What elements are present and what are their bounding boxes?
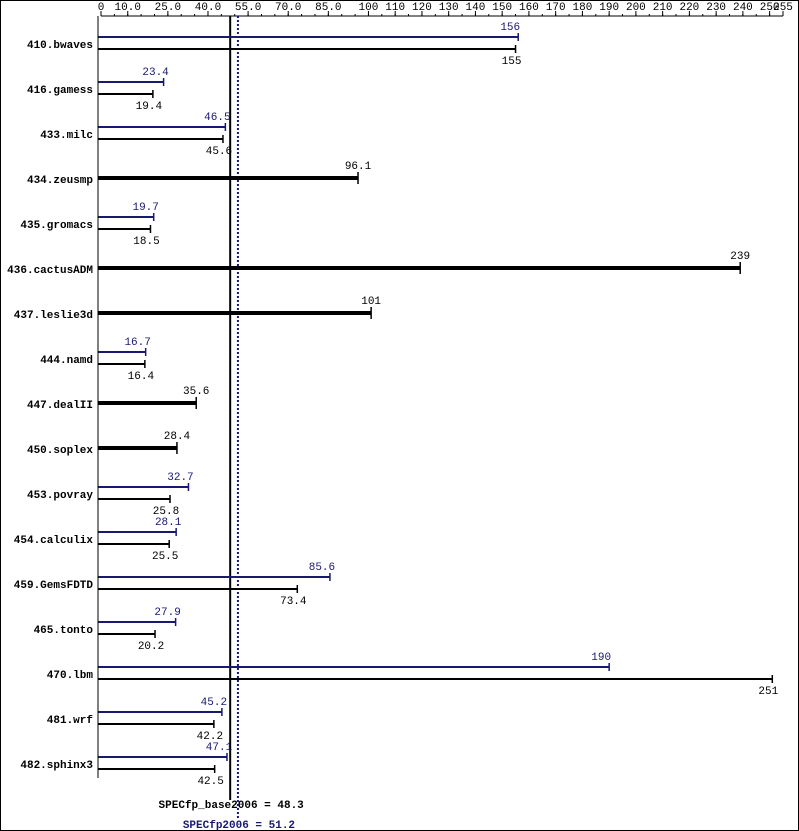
- category-label: 459.GemsFDTD: [14, 580, 94, 592]
- reference-label: SPECfp2006 = 51.2: [183, 820, 295, 831]
- value-label: 16.7: [124, 337, 150, 349]
- value-label: 46.5: [204, 112, 230, 124]
- value-label: 27.9: [154, 607, 180, 619]
- value-label: 16.4: [128, 371, 155, 383]
- category-label: 450.soplex: [27, 445, 93, 457]
- value-label: 28.4: [164, 431, 191, 443]
- value-label: 45.2: [201, 697, 227, 709]
- x-tick-label: 55.0: [235, 2, 261, 14]
- value-label: 42.2: [197, 731, 223, 743]
- x-tick-label: 255: [773, 2, 793, 14]
- category-label: 434.zeusmp: [27, 175, 93, 187]
- value-label: 18.5: [133, 236, 159, 248]
- x-tick-label: 200: [626, 2, 646, 14]
- value-label: 155: [502, 56, 522, 68]
- value-label: 25.8: [153, 506, 179, 518]
- x-tick-label: 85.0: [315, 2, 341, 14]
- category-label: 444.namd: [40, 355, 93, 367]
- category-label: 465.tonto: [34, 625, 94, 637]
- category-label: 437.leslie3d: [14, 310, 93, 322]
- x-tick-label: 240: [733, 2, 753, 14]
- category-label: 436.cactusADM: [7, 265, 93, 277]
- value-label: 251: [758, 686, 778, 698]
- value-label: 47.1: [206, 742, 233, 754]
- reference-label: SPECfp_base2006 = 48.3: [159, 800, 305, 812]
- x-tick-label: 10.0: [115, 2, 141, 14]
- x-tick-label: 250: [760, 2, 780, 14]
- x-tick-label: 25.0: [155, 2, 181, 14]
- category-label: 482.sphinx3: [20, 760, 93, 772]
- value-label: 96.1: [345, 161, 372, 173]
- value-label: 190: [591, 652, 611, 664]
- value-label: 101: [361, 296, 381, 308]
- x-tick-label: 110: [385, 2, 405, 14]
- value-label: 73.4: [280, 596, 307, 608]
- category-label: 416.gamess: [27, 85, 93, 97]
- value-label: 85.6: [309, 562, 335, 574]
- category-label: 435.gromacs: [20, 220, 93, 232]
- value-label: 19.4: [136, 101, 163, 113]
- value-label: 19.7: [132, 202, 158, 214]
- x-tick-label: 40.0: [195, 2, 221, 14]
- x-tick-label: 100: [359, 2, 379, 14]
- value-label: 42.5: [197, 776, 223, 788]
- value-label: 25.5: [152, 551, 178, 563]
- value-label: 156: [500, 22, 520, 34]
- category-label: 454.calculix: [14, 535, 94, 547]
- x-tick-label: 150: [492, 2, 512, 14]
- x-tick-label: 190: [599, 2, 619, 14]
- value-label: 45.6: [206, 146, 232, 158]
- x-tick-label: 180: [573, 2, 593, 14]
- category-label: 410.bwaves: [27, 40, 93, 52]
- x-tick-label: 220: [679, 2, 699, 14]
- value-label: 35.6: [183, 386, 209, 398]
- x-tick-label: 160: [519, 2, 539, 14]
- value-label: 23.4: [142, 67, 169, 79]
- x-tick-label: 0: [98, 2, 105, 14]
- value-label: 20.2: [138, 641, 164, 653]
- x-tick-label: 140: [466, 2, 486, 14]
- x-tick-label: 170: [546, 2, 566, 14]
- value-label: 32.7: [167, 472, 193, 484]
- category-label: 433.milc: [40, 130, 93, 142]
- category-label: 481.wrf: [47, 715, 94, 727]
- category-label: 470.lbm: [47, 670, 94, 682]
- x-tick-label: 120: [412, 2, 432, 14]
- x-tick-label: 210: [653, 2, 673, 14]
- value-label: 28.1: [155, 517, 182, 529]
- category-label: 453.povray: [27, 490, 93, 502]
- category-label: 447.dealII: [27, 400, 93, 412]
- value-label: 239: [730, 251, 750, 263]
- x-tick-label: 130: [439, 2, 459, 14]
- x-tick-label: 230: [706, 2, 726, 14]
- x-tick-label: 70.0: [275, 2, 301, 14]
